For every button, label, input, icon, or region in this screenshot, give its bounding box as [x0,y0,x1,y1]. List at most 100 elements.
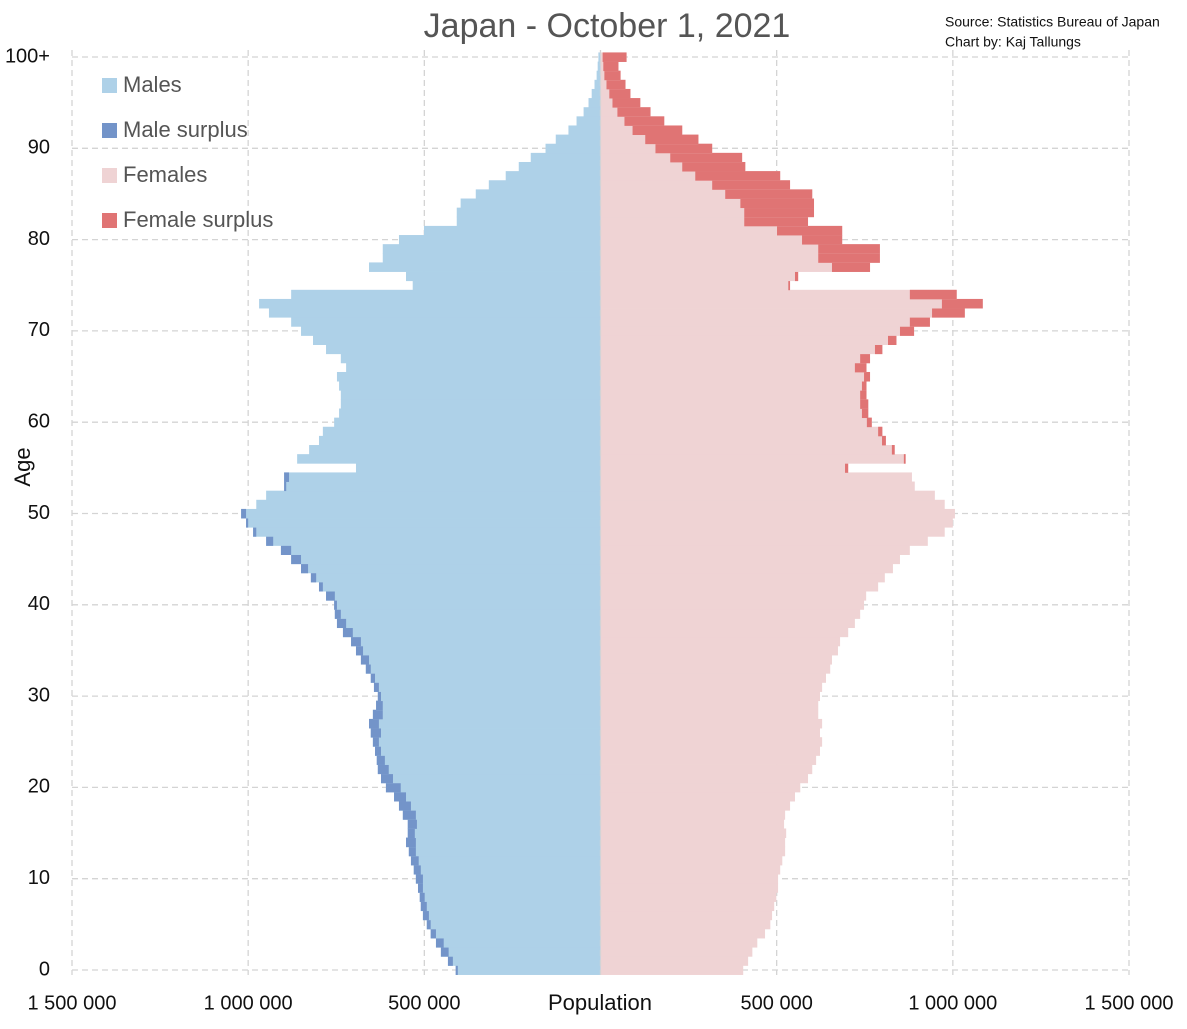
bar [600,581,879,592]
surplus-bar [426,919,431,930]
bar [600,262,871,272]
surplus-bar [355,645,364,656]
y-tick-label: 100+ [5,45,50,67]
bar [312,335,601,345]
bar [555,134,601,145]
bar [600,782,801,793]
x-tick-label: 1 500 000 [28,992,117,1014]
bar [253,527,601,537]
bar [600,636,841,647]
bar [241,508,601,519]
bar [456,207,601,218]
bar [291,289,601,300]
surplus-bar [609,88,631,99]
bar [600,810,786,820]
bar [417,883,601,893]
legend-label: Female surplus [123,207,273,232]
legend-swatch [102,213,117,228]
surplus-bar [891,445,895,455]
bar [600,353,871,364]
bar [284,481,601,492]
bar [600,837,786,848]
bar [385,782,601,793]
surplus-bar [284,481,287,492]
bar [600,865,781,875]
bar [600,755,817,765]
x-tick-label: 1 500 000 [1085,992,1174,1014]
bar [600,481,915,492]
surplus-bar [447,956,453,966]
bar [600,545,910,555]
bar [576,116,601,126]
surplus-bar [407,828,415,839]
bar [600,801,791,811]
bar [583,107,601,117]
bar [600,390,867,400]
surplus-bar [712,180,791,190]
bar [598,52,601,62]
bar [600,371,871,382]
surplus-bar [794,271,799,282]
surplus-bar [377,691,381,702]
bar [600,518,953,528]
surplus-bar [903,454,906,464]
bar [600,673,826,683]
bar [600,691,821,702]
bar [594,79,601,90]
surplus-bar [602,52,627,62]
bar [309,445,601,455]
x-tick-label: 500 000 [741,992,813,1014]
surplus-bar [725,189,813,199]
bar [377,691,601,702]
bar [600,919,771,930]
bar [412,280,601,291]
bar [600,709,819,720]
bar [600,828,787,839]
bar [380,773,601,784]
bar [600,280,791,291]
surplus-bar [744,207,815,218]
bar [600,326,915,336]
surplus-bar [376,700,383,711]
bar [336,618,601,629]
bar [398,235,601,245]
bar [600,308,965,318]
bar [382,244,601,254]
bar [600,253,880,263]
bar [460,198,601,209]
legend-swatch [102,78,117,93]
surplus-bar [854,362,867,373]
bar [568,125,601,136]
surplus-bar [670,152,743,163]
bar [394,791,601,802]
surplus-bar [860,399,869,409]
surplus-bar [909,317,930,327]
surplus-bar [430,928,436,939]
bar [600,317,930,327]
bar [600,591,867,601]
bar [326,591,601,601]
surplus-bar [941,298,983,309]
bar [369,262,601,272]
surplus-bar [246,518,249,528]
surplus-bar [606,79,626,90]
surplus-bar [369,718,379,729]
bar [600,737,823,747]
bar [402,810,601,820]
surplus-bar [899,326,915,336]
surplus-bar [604,70,621,81]
surplus-bar [253,527,257,537]
surplus-bar [385,782,401,793]
bar [256,499,601,510]
bar [376,700,601,711]
x-axis-label: Population [548,990,652,1015]
bar [408,846,601,857]
surplus-bar [318,581,323,592]
bar [545,143,601,154]
legend-label: Females [123,162,207,187]
bar [600,161,746,172]
bar [600,536,928,546]
bar [600,435,886,446]
bar [600,271,799,282]
bar [318,435,601,446]
